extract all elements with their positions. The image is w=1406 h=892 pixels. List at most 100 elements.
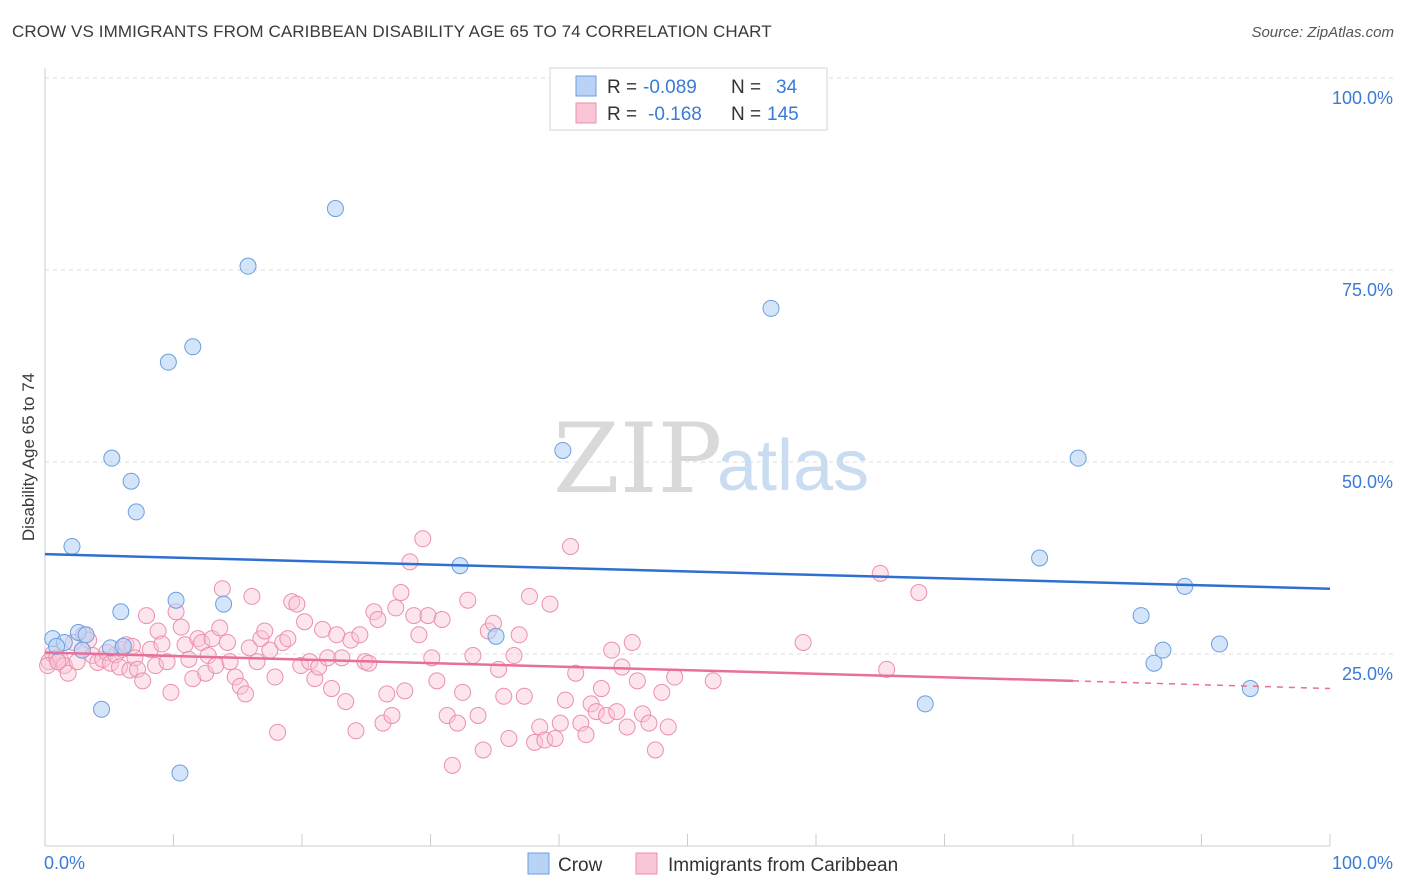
crow-point bbox=[184, 338, 202, 356]
caribbean-point bbox=[551, 714, 569, 732]
caribbean-point bbox=[269, 723, 287, 741]
caribbean-point bbox=[319, 649, 337, 667]
crow-point bbox=[112, 603, 130, 621]
caribbean-point bbox=[510, 626, 528, 644]
caribbean-point bbox=[240, 639, 258, 657]
legend-swatch-crow bbox=[575, 75, 597, 97]
caribbean-point bbox=[337, 693, 355, 711]
caribbean-point bbox=[153, 635, 171, 653]
caribbean-point bbox=[666, 668, 684, 686]
legend-swatch-caribbean bbox=[575, 102, 597, 124]
caribbean-point bbox=[207, 657, 225, 675]
legend-r-value-crow: -0.089 bbox=[643, 77, 697, 98]
caribbean-point bbox=[577, 726, 595, 744]
caribbean-point bbox=[266, 668, 284, 686]
crow-point bbox=[487, 627, 505, 645]
caribbean-point bbox=[383, 706, 401, 724]
caribbean-point bbox=[556, 691, 574, 709]
caribbean-point bbox=[526, 733, 544, 751]
caribbean-point bbox=[314, 620, 332, 638]
caribbean-point bbox=[598, 706, 616, 724]
crow-point bbox=[73, 641, 91, 659]
caribbean-trend-line-extrapolated bbox=[1072, 680, 1331, 690]
chart-title: CROW VS IMMIGRANTS FROM CARIBBEAN DISABI… bbox=[12, 22, 772, 41]
caribbean-point bbox=[236, 685, 254, 703]
crow-point bbox=[215, 595, 233, 613]
caribbean-point bbox=[342, 631, 360, 649]
caribbean-point bbox=[292, 657, 310, 675]
legend-r-value-caribbean: -0.168 bbox=[648, 104, 702, 125]
bottom-legend-swatch-caribbean bbox=[635, 852, 658, 875]
caribbean-point bbox=[158, 653, 176, 671]
caribbean-point bbox=[500, 729, 518, 747]
legend-n-value-crow: 34 bbox=[776, 77, 798, 98]
caribbean-point bbox=[646, 741, 664, 759]
caribbean-point bbox=[180, 650, 198, 668]
gridlines bbox=[45, 77, 1393, 655]
caribbean-point bbox=[704, 672, 722, 690]
caribbean-point bbox=[659, 718, 677, 736]
caribbean-point bbox=[172, 618, 190, 636]
bottom-legend-label-crow: Crow bbox=[558, 855, 603, 876]
caribbean-point bbox=[184, 670, 202, 688]
caribbean-point bbox=[414, 530, 432, 548]
source-label: Source: ZipAtlas.com bbox=[1251, 24, 1394, 41]
crow-point bbox=[1031, 549, 1049, 567]
caribbean-point bbox=[111, 658, 129, 676]
y-tick-label: 25.0% bbox=[1342, 664, 1393, 684]
caribbean-point bbox=[279, 630, 297, 648]
bottom-legend-swatch-crow bbox=[527, 852, 550, 875]
caribbean-point bbox=[149, 622, 167, 640]
caribbean-point bbox=[520, 587, 538, 605]
caribbean-point bbox=[505, 647, 523, 665]
caribbean-point bbox=[469, 706, 487, 724]
caribbean-point bbox=[134, 672, 152, 690]
caribbean-point bbox=[138, 607, 156, 625]
caribbean-point bbox=[474, 741, 492, 759]
caribbean-point bbox=[871, 564, 889, 582]
caribbean-point bbox=[443, 756, 461, 774]
caribbean-point bbox=[221, 653, 239, 671]
y-tick-label: 75.0% bbox=[1342, 280, 1393, 300]
caribbean-point bbox=[296, 613, 314, 631]
caribbean-point bbox=[59, 664, 77, 682]
caribbean-point bbox=[351, 626, 369, 644]
caribbean-point bbox=[392, 584, 410, 602]
caribbean-point bbox=[454, 683, 472, 701]
crow-point bbox=[1210, 635, 1228, 653]
crow-point bbox=[1154, 641, 1172, 659]
caribbean-point bbox=[794, 633, 812, 651]
caribbean-point bbox=[464, 647, 482, 665]
x-tick-label-min: 0.0% bbox=[44, 853, 85, 873]
caribbean-point bbox=[211, 619, 229, 637]
crow-point bbox=[762, 299, 780, 317]
crow-point bbox=[114, 637, 132, 655]
caribbean-point bbox=[347, 722, 365, 740]
caribbean-point bbox=[360, 654, 378, 672]
caribbean-point bbox=[401, 553, 419, 571]
caribbean-point bbox=[562, 537, 580, 555]
crow-point bbox=[1145, 654, 1163, 672]
caribbean-point bbox=[433, 610, 451, 628]
caribbean-point bbox=[162, 683, 180, 701]
crow-point bbox=[122, 472, 140, 490]
legend-r-label-caribbean: R = bbox=[607, 104, 637, 125]
crow-trend-line bbox=[44, 552, 1331, 590]
crow-point bbox=[77, 626, 95, 644]
caribbean-point bbox=[640, 714, 658, 732]
y-tick-label: 100.0% bbox=[1332, 88, 1393, 108]
crow-point bbox=[48, 637, 66, 655]
caribbean-point bbox=[546, 729, 564, 747]
caribbean-point bbox=[603, 641, 621, 659]
caribbean-point bbox=[628, 672, 646, 690]
caribbean-point bbox=[419, 607, 437, 625]
x-tick-label-max: 100.0% bbox=[1332, 853, 1393, 873]
caribbean-point bbox=[618, 718, 636, 736]
watermark-zip: ZIP bbox=[553, 403, 722, 515]
x-ticks bbox=[44, 834, 1331, 846]
caribbean-point bbox=[531, 718, 549, 736]
y-axis-title: Disability Age 65 to 74 bbox=[19, 373, 38, 541]
crow-point bbox=[93, 700, 111, 718]
caribbean-point bbox=[910, 584, 928, 602]
